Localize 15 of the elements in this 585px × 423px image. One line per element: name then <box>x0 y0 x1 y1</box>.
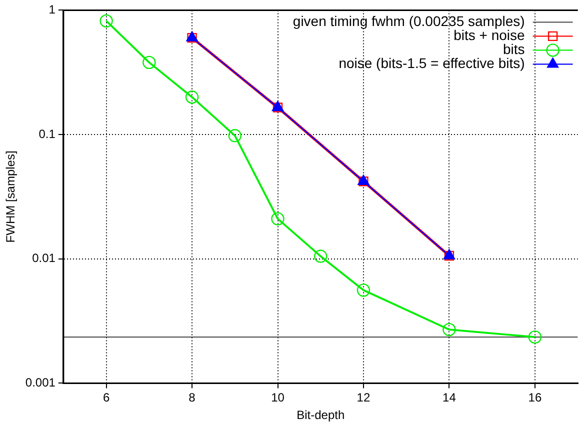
x-tick-label: 10 <box>271 390 285 405</box>
x-tick-label: 8 <box>188 390 196 405</box>
x-tick-label: 6 <box>102 390 110 405</box>
y-tick-label: 0.1 <box>38 126 56 141</box>
legend-label: noise (bits-1.5 = effective bits) <box>338 55 525 72</box>
y-tick-label: 1 <box>48 2 56 17</box>
legend-label: bits <box>503 41 525 58</box>
y-axis-title: FWHM [samples] <box>4 150 18 243</box>
x-tick-label: 12 <box>356 390 370 405</box>
legend-label: given timing fwhm (0.00235 samples) <box>292 13 525 30</box>
y-tick-label: 0.01 <box>32 251 56 266</box>
x-axis-title: Bit-depth <box>296 408 345 422</box>
y-tick-label: 0.001 <box>25 376 56 390</box>
x-tick-label: 14 <box>442 390 456 405</box>
x-tick-label: 16 <box>528 390 542 405</box>
